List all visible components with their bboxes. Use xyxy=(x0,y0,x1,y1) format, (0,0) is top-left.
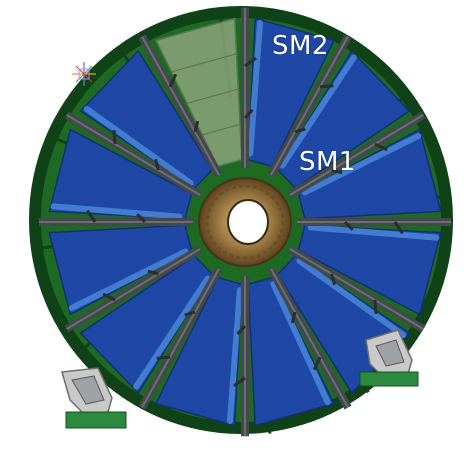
module-sector xyxy=(48,224,193,316)
strut-brace xyxy=(330,273,336,286)
module-edge-highlight xyxy=(68,248,189,311)
strut-brace xyxy=(168,73,178,88)
strut-brace xyxy=(236,324,247,336)
module-edge-highlight xyxy=(226,287,243,425)
strut-brace xyxy=(373,299,378,315)
module-edge-highlight xyxy=(50,203,183,220)
radial-strut-highlight xyxy=(270,35,349,176)
strut-brace xyxy=(393,221,404,235)
radial-strut-highlight xyxy=(289,248,424,330)
module-sector xyxy=(247,17,336,168)
strut-brace xyxy=(156,355,171,360)
strut-brace xyxy=(193,120,200,133)
module-sector xyxy=(297,224,442,316)
radial-strut-highlight xyxy=(66,248,201,330)
support-stand-right xyxy=(359,329,419,387)
strut-brace xyxy=(343,220,354,231)
radial-strut-highlight xyxy=(141,268,220,409)
strut-brace xyxy=(294,127,306,134)
module-sector xyxy=(48,128,193,220)
strut-brace xyxy=(243,108,254,120)
strut-brace xyxy=(290,311,297,324)
open-sector-line xyxy=(171,53,237,73)
module-edge-highlight xyxy=(301,133,422,196)
label-sm1: SM1 xyxy=(299,147,356,177)
strut-brace xyxy=(233,376,246,388)
radial-struts xyxy=(39,7,451,437)
central-hub xyxy=(198,177,292,267)
module-edge-highlight xyxy=(270,280,331,406)
module-sector xyxy=(276,49,411,189)
module-sector xyxy=(247,276,336,427)
open-sector-line xyxy=(202,123,241,136)
strut-brace xyxy=(102,292,116,302)
support-stand-left xyxy=(61,367,127,429)
strut-brace xyxy=(136,213,147,224)
label-sm2: SM2 xyxy=(272,31,329,61)
strut-brace xyxy=(112,129,117,145)
module-sector xyxy=(297,128,442,220)
module-edge-highlight xyxy=(133,275,211,390)
strut-brace xyxy=(154,158,160,171)
strut-brace xyxy=(374,142,388,152)
module-edge-highlight xyxy=(247,19,264,157)
strut-brace xyxy=(86,209,97,223)
radial-strut-highlight xyxy=(141,35,220,176)
module-edge-highlight xyxy=(296,257,407,339)
module-edge-highlight xyxy=(307,224,440,241)
module-sector xyxy=(79,49,214,189)
strut-brace xyxy=(147,269,159,276)
radial-strut-highlight xyxy=(289,114,424,196)
open-sector-line xyxy=(186,88,239,104)
radial-strut-highlight xyxy=(270,268,349,409)
axis-triad-icon xyxy=(72,62,96,86)
module-sector xyxy=(79,255,214,395)
module-edge-highlight xyxy=(83,105,194,187)
strut-brace xyxy=(319,84,334,89)
radial-strut-highlight xyxy=(66,114,201,196)
module-edge-highlight xyxy=(279,54,357,169)
strut-brace xyxy=(184,310,196,317)
module-sectors xyxy=(48,17,442,427)
strut-brace xyxy=(312,356,322,371)
strut-brace xyxy=(244,56,257,68)
strut-brace xyxy=(331,168,343,175)
module-sector xyxy=(154,276,243,427)
